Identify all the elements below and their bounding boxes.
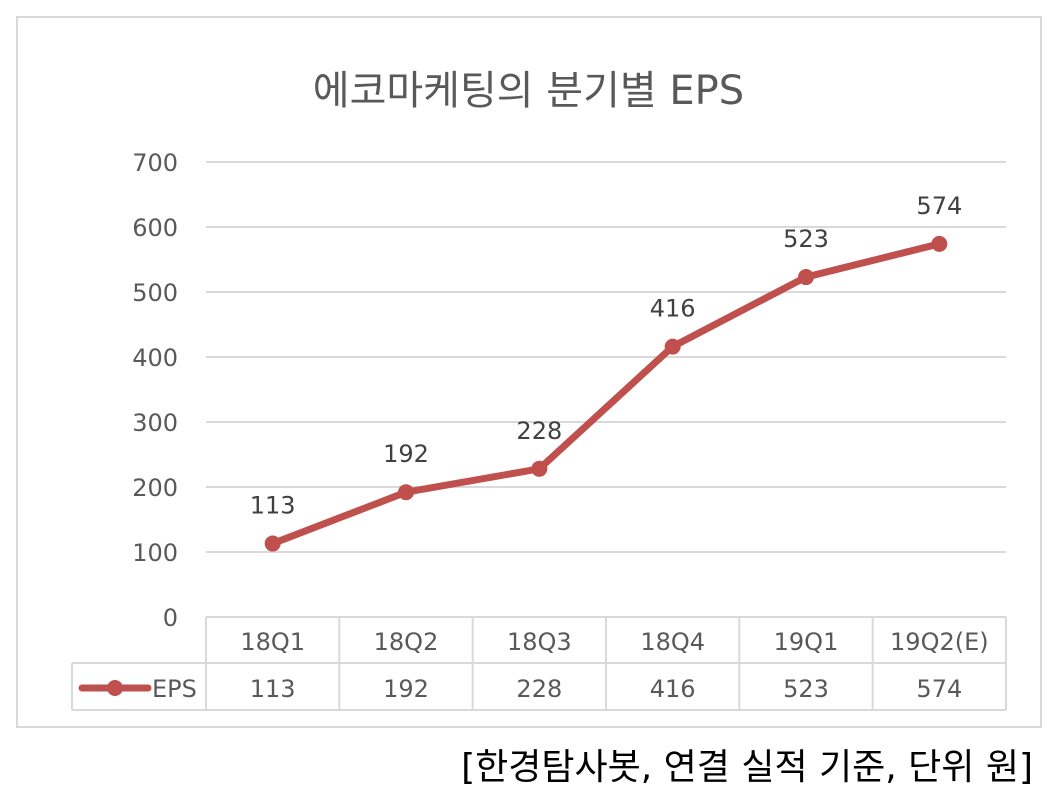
y-tick-label: 300 bbox=[132, 409, 178, 437]
data-label: 192 bbox=[383, 440, 429, 468]
data-point bbox=[531, 460, 548, 477]
chart-title: 에코마케팅의 분기별 EPS bbox=[312, 68, 745, 114]
y-tick-label: 500 bbox=[132, 279, 178, 307]
table-value: 416 bbox=[650, 675, 696, 703]
y-tick-label: 600 bbox=[132, 214, 178, 242]
y-tick-label: 100 bbox=[132, 539, 178, 567]
x-tick-label: 18Q2 bbox=[374, 628, 439, 656]
table-value: 228 bbox=[516, 675, 562, 703]
y-tick-label: 200 bbox=[132, 474, 178, 502]
table-value: 192 bbox=[383, 675, 429, 703]
data-label: 228 bbox=[516, 417, 562, 445]
data-point bbox=[931, 235, 948, 252]
data-label: 574 bbox=[916, 192, 962, 220]
y-tick-label: 700 bbox=[132, 149, 178, 177]
x-tick-label: 19Q2(E) bbox=[890, 628, 989, 656]
legend-marker bbox=[107, 680, 123, 696]
legend-label: EPS bbox=[152, 675, 197, 703]
data-point bbox=[664, 338, 681, 355]
table-value: 574 bbox=[916, 675, 962, 703]
source-caption: [한경탐사봇, 연결 실적 기준, 단위 원] bbox=[461, 747, 1033, 788]
table-value: 523 bbox=[783, 675, 829, 703]
x-tick-label: 18Q3 bbox=[507, 628, 572, 656]
data-point bbox=[264, 535, 281, 552]
table-value: 113 bbox=[250, 675, 296, 703]
data-label: 113 bbox=[250, 492, 296, 520]
x-tick-label: 19Q1 bbox=[774, 628, 839, 656]
y-tick-label: 400 bbox=[132, 344, 178, 372]
x-tick-label: 18Q4 bbox=[640, 628, 705, 656]
data-point bbox=[798, 269, 814, 286]
x-tick-label: 18Q1 bbox=[240, 628, 305, 656]
data-label: 416 bbox=[650, 295, 696, 323]
series-line-eps bbox=[269, 240, 943, 548]
data-point bbox=[398, 484, 414, 501]
y-tick-label: 0 bbox=[163, 604, 178, 632]
chart-frame bbox=[16, 16, 1042, 728]
data-label: 523 bbox=[783, 225, 829, 253]
